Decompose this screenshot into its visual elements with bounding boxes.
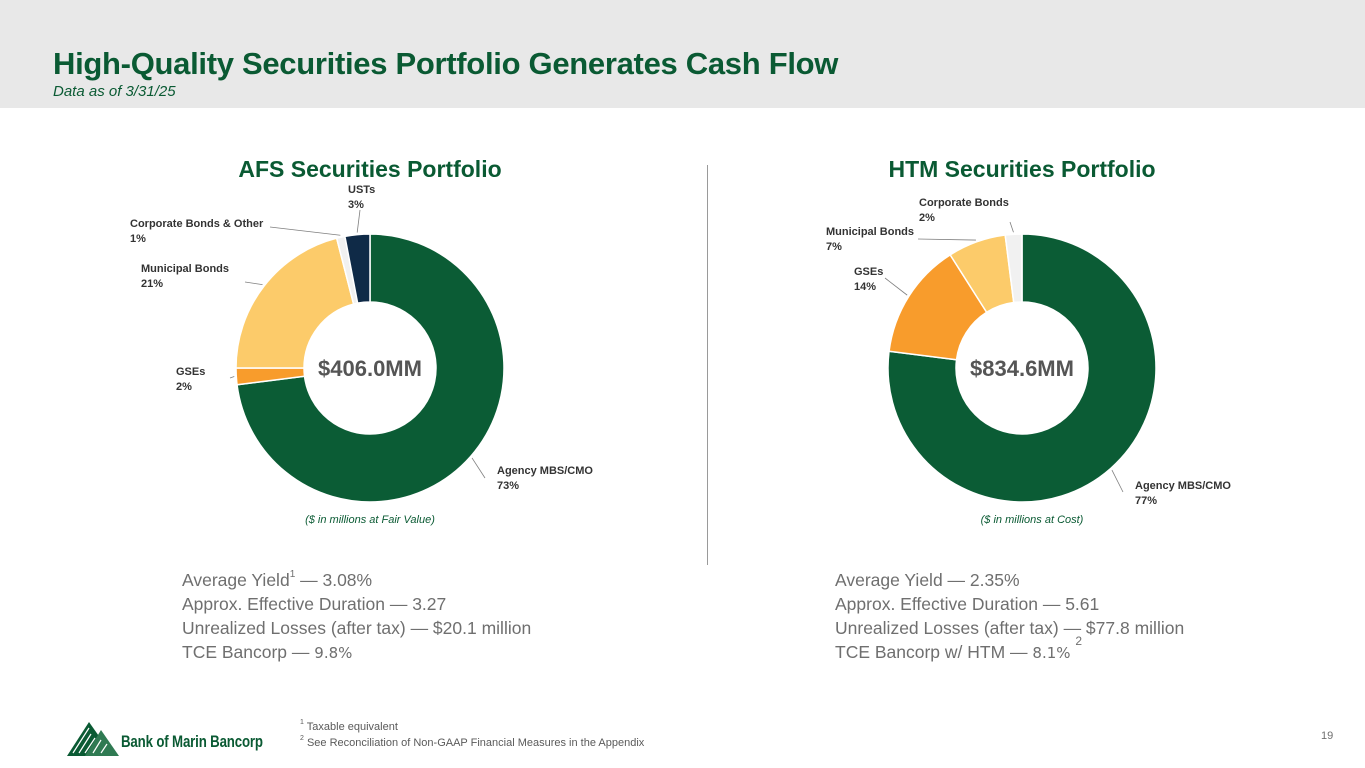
- htm-label-agency-mbs-cmo: Agency MBS/CMO: [1135, 480, 1231, 492]
- afs-chart-note: ($ in millions at Fair Value): [305, 514, 435, 526]
- panel-divider: [707, 165, 708, 565]
- tree-logo-icon: [67, 722, 119, 756]
- htm-value-municipal-bonds: 7%: [826, 241, 842, 253]
- afs-slice-usts: [344, 233, 371, 305]
- afs-duration: Approx. Effective Duration — 3.27: [182, 594, 447, 614]
- afs-center-total: $406.0MM: [318, 356, 422, 381]
- htm-value-corporate-bonds: 2%: [919, 212, 935, 224]
- footnotes: 1 Taxable equivalent 2 See Reconciliatio…: [300, 719, 644, 751]
- afs-leader-agency-mbs-cmo: [471, 457, 486, 479]
- htm-leader-gses: [884, 277, 908, 296]
- afs-leader-municipal-bonds: [244, 281, 263, 286]
- htm-label-municipal-bonds: Municipal Bonds: [826, 226, 914, 238]
- afs-leader-gses: [229, 376, 235, 379]
- afs-slice-municipal-bonds: [235, 237, 355, 369]
- afs-slice-agency-mbs-cmo: [236, 233, 505, 503]
- htm-leader-agency-mbs-cmo: [1111, 469, 1124, 493]
- htm-losses: Unrealized Losses (after tax) — $77.8 mi…: [835, 618, 1185, 638]
- htm-label-gses: GSEs: [854, 266, 883, 278]
- afs-label-corporate-bonds-other: Corporate Bonds & Other: [130, 218, 264, 230]
- page-number: 19: [1321, 730, 1334, 742]
- afs-value-municipal-bonds: 21%: [141, 278, 163, 290]
- afs-value-corporate-bonds-other: 1%: [130, 233, 146, 245]
- afs-value-usts: 3%: [348, 199, 364, 211]
- page-subtitle: Data as of 3/31/25: [53, 83, 176, 100]
- afs-leader-corporate-bonds-other: [269, 226, 341, 236]
- htm-duration: Approx. Effective Duration — 5.61: [835, 594, 1100, 614]
- logo-text: Bank of Marin Bancorp: [121, 732, 263, 751]
- htm-value-agency-mbs-cmo: 77%: [1135, 495, 1157, 507]
- afs-stats: Average Yield1 — 3.08% Approx. Effective…: [182, 568, 531, 665]
- htm-yield: Average Yield — 2.35%: [835, 570, 1020, 590]
- footnote-1: 1 Taxable equivalent: [300, 719, 398, 733]
- htm-label-corporate-bonds: Corporate Bonds: [919, 197, 1009, 209]
- afs-label-usts: USTs: [348, 184, 375, 196]
- htm-value-gses: 14%: [854, 281, 876, 293]
- footnote-2: 2 See Reconciliation of Non-GAAP Financi…: [300, 735, 645, 749]
- page-title: High-Quality Securities Portfolio Genera…: [53, 46, 839, 81]
- company-logo: Bank of Marin Bancorp: [67, 720, 282, 758]
- htm-stats: Average Yield — 2.35% Approx. Effective …: [835, 568, 1184, 665]
- afs-yield: Average Yield1 — 3.08%: [182, 569, 373, 590]
- afs-value-gses: 2%: [176, 381, 192, 393]
- htm-slice-agency-mbs-cmo: [887, 233, 1157, 503]
- header-band: [0, 0, 1365, 108]
- htm-chart-note: ($ in millions at Cost): [980, 514, 1084, 526]
- afs-label-agency-mbs-cmo: Agency MBS/CMO: [497, 465, 593, 477]
- htm-leader-municipal-bonds: [917, 238, 976, 241]
- afs-tce: TCE Bancorp — 9.8%: [182, 642, 353, 662]
- afs-value-agency-mbs-cmo: 73%: [497, 480, 519, 492]
- afs-leader-usts: [356, 209, 361, 233]
- afs-chart-title: AFS Securities Portfolio: [238, 156, 502, 182]
- htm-tce: TCE Bancorp w/ HTM — 8.1% 2: [835, 634, 1083, 662]
- afs-label-municipal-bonds: Municipal Bonds: [141, 263, 229, 275]
- htm-center-total: $834.6MM: [970, 356, 1074, 381]
- afs-losses: Unrealized Losses (after tax) — $20.1 mi…: [182, 618, 532, 638]
- htm-slice-corporate-bonds: [1004, 233, 1023, 304]
- htm-chart-title: HTM Securities Portfolio: [888, 156, 1156, 182]
- htm-leader-corporate-bonds: [1009, 221, 1014, 233]
- afs-label-gses: GSEs: [176, 366, 205, 378]
